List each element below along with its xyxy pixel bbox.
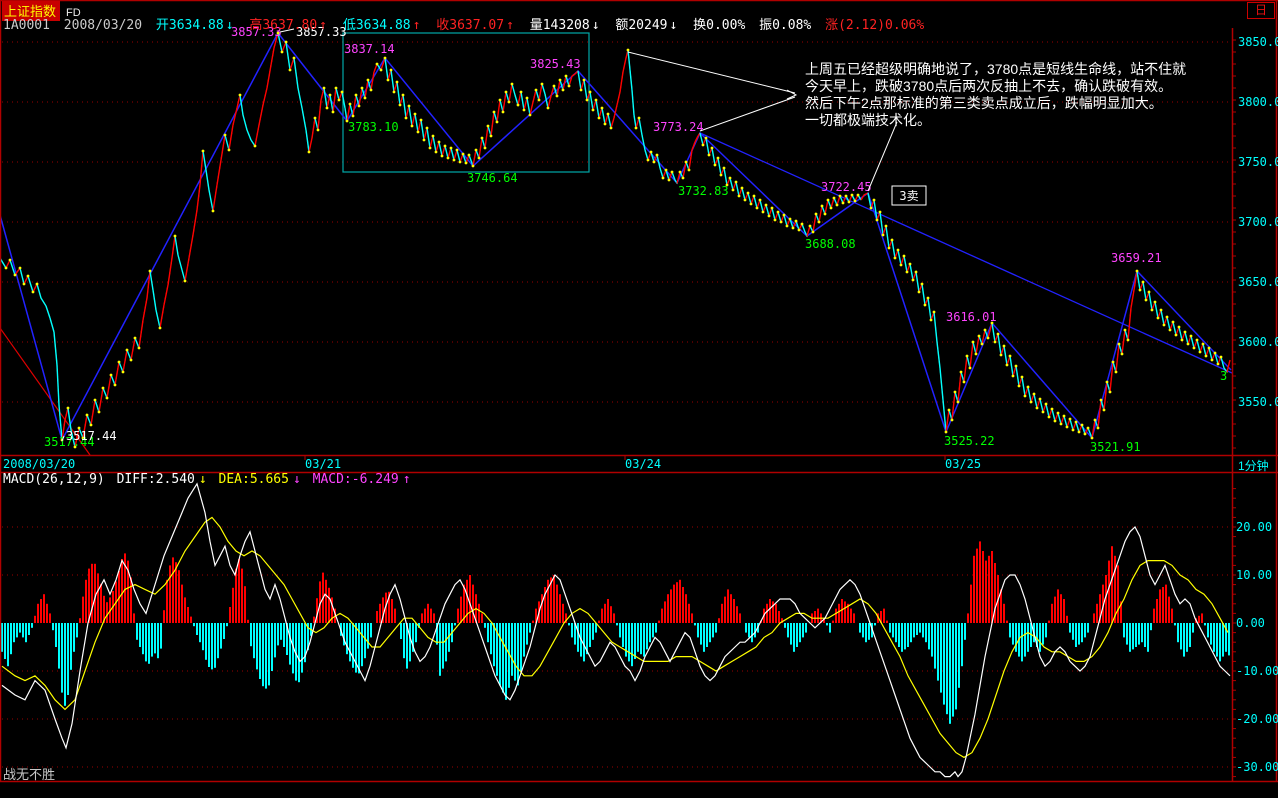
highlight-box — [342, 32, 590, 173]
amplitude-value: 振0.08% — [759, 18, 812, 33]
volume-arrow-icon: ↓ — [591, 18, 600, 33]
annotation-line: 今天早上，跌破3780点后两次反抽上不去，确认跌破有效。 — [805, 78, 1173, 94]
svg-text:3746.64: 3746.64 — [467, 171, 518, 185]
svg-text:3650.0: 3650.0 — [1238, 275, 1278, 289]
svg-text:3800.0: 3800.0 — [1238, 95, 1278, 109]
svg-text:3773.24: 3773.24 — [653, 120, 704, 134]
date-label: 2008/03/20 — [3, 457, 75, 471]
svg-text:3659.21: 3659.21 — [1111, 251, 1162, 265]
red-trendline — [0, 327, 91, 456]
analysis-drawings — [0, 31, 1233, 456]
svg-text:3750.0: 3750.0 — [1238, 155, 1278, 169]
dea-arrow-icon: ↓ — [292, 472, 301, 487]
callout-arrow-icon — [786, 89, 798, 100]
dea-line — [1, 516, 1229, 759]
quote-date: 2008/03/20 — [63, 18, 143, 33]
svg-text:3517.44: 3517.44 — [44, 435, 95, 449]
amount-arrow-icon: ↓ — [669, 18, 678, 33]
index-name: 上证指数 — [2, 1, 61, 21]
annotation-line: 然后下午2点那标准的第三类卖点成立后，跌幅明显加大。 — [805, 95, 1163, 111]
price-labels: 3857.33 3857.33 3837.14 3825.43 3773.24 3722.… — [44, 25, 1227, 454]
svg-text:3517.44: 3517.44 — [66, 429, 117, 443]
macd-header: MACD(26,12,9) DIFF:2.540 ↓ DEA:5.665 ↓ MAC… — [3, 472, 415, 487]
svg-text:3616.01: 3616.01 — [946, 310, 997, 324]
svg-text:3521.91: 3521.91 — [1090, 440, 1141, 454]
gridlines — [2, 41, 1232, 768]
annotation-line: 一切都极端技术化。 — [805, 112, 931, 128]
callout-line — [627, 51, 796, 94]
macd-arrow-icon: ↑ — [402, 472, 411, 487]
macd-panel — [1, 482, 1231, 778]
date-label: 03/21 — [305, 457, 341, 471]
high-arrow-icon: ↑ — [319, 18, 327, 33]
callout-line — [699, 96, 796, 132]
annotation-line: 上周五已经超级明确地说了，3780点是短线生命线，站不住就 — [805, 61, 1187, 77]
svg-text:20.00: 20.00 — [1236, 520, 1272, 534]
low-value: 低3634.88 — [342, 18, 411, 33]
open-arrow-icon: ↓ — [225, 18, 234, 33]
high-value: 高3637.80 — [249, 18, 318, 33]
svg-text:3525.22: 3525.22 — [944, 434, 995, 448]
diff-arrow-icon: ↓ — [198, 472, 207, 487]
svg-text:3722.45: 3722.45 — [821, 180, 872, 194]
macd-formula: MACD(26,12,9) — [3, 472, 105, 487]
svg-text:3825.43: 3825.43 — [530, 57, 581, 71]
date-label: 03/24 — [625, 457, 661, 471]
open-value: 开3634.88 — [155, 18, 224, 33]
volume-value: 量143208 — [529, 18, 590, 33]
diff-line — [1, 482, 1231, 778]
svg-text:0.00: 0.00 — [1236, 616, 1265, 630]
date-label: 03/25 — [945, 457, 981, 471]
pen-lines — [0, 31, 1232, 443]
change-value: 涨(2.12)0.06% — [825, 18, 925, 33]
svg-text:3857.33: 3857.33 — [296, 25, 347, 39]
price-line — [0, 31, 1231, 449]
annotation-note: 上周五已经超级明确地说了，3780点是短线生命线，站不住就 今天早上，跌破378… — [805, 61, 1186, 129]
low-arrow-icon: ↑ — [412, 18, 421, 33]
sell-point-tag: 3卖 — [899, 189, 918, 203]
quote-row: 1A0001 2008/03/20 开3634.88 ↓ 高3637.80 ↑ 低3… — [3, 14, 930, 33]
svg-text:3783.10: 3783.10 — [348, 120, 399, 134]
sell-point-tag-box — [891, 185, 927, 206]
diff-value: DIFF:2.540 — [116, 472, 195, 487]
window-mode-label: FD — [66, 7, 81, 19]
svg-text:3850.0: 3850.0 — [1238, 35, 1278, 49]
dea-value: DEA:5.665 — [218, 472, 289, 487]
period-label[interactable]: 1分钟 — [1238, 459, 1269, 473]
daily-period-button[interactable]: 日 — [1247, 2, 1275, 19]
svg-text:3: 3 — [1220, 369, 1227, 383]
svg-text:10.00: 10.00 — [1236, 568, 1272, 582]
titlebar: 上证指数 FD — [2, 1, 81, 21]
macd-value: MACD:-6.249 — [312, 472, 399, 487]
footer-slogan: 战无不胜 — [3, 767, 56, 782]
svg-text:-20.00: -20.00 — [1236, 712, 1278, 726]
turnover-value: 换0.00% — [693, 18, 746, 33]
svg-text:3732.83: 3732.83 — [678, 184, 729, 198]
svg-text:3688.08: 3688.08 — [805, 237, 856, 251]
close-value: 收3637.07 — [436, 18, 505, 33]
svg-text:3837.14: 3837.14 — [344, 42, 395, 56]
amount-value: 额20249 — [615, 18, 668, 33]
svg-text:3550.0: 3550.0 — [1238, 395, 1278, 409]
svg-text:3700.0: 3700.0 — [1238, 215, 1278, 229]
svg-text:3857.33: 3857.33 — [231, 25, 282, 39]
close-arrow-icon: ↑ — [506, 18, 514, 33]
svg-text:-30.00: -30.00 — [1236, 760, 1278, 774]
stock-code: 1A0001 — [3, 18, 50, 33]
callout-line — [867, 121, 898, 192]
svg-text:-10.00: -10.00 — [1236, 664, 1278, 678]
svg-text:3600.0: 3600.0 — [1238, 335, 1278, 349]
blue-trendline — [699, 132, 1233, 374]
